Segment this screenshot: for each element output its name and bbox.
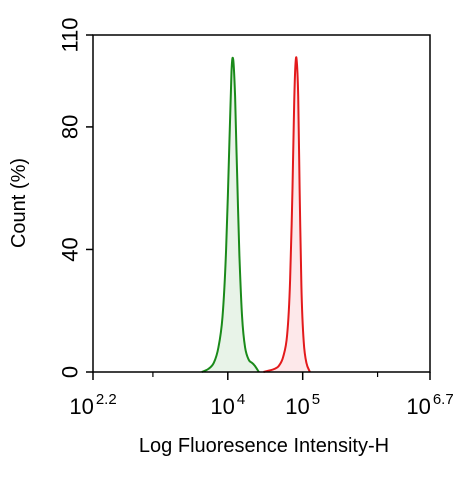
- x-tick-label: 10 5: [285, 391, 320, 419]
- x-tick-label: 10 6.7: [406, 391, 453, 419]
- series-1-area: [201, 57, 259, 372]
- series-1-line: [201, 56, 260, 373]
- x-tick-label: 10 4: [210, 391, 245, 419]
- y-tick-label: 80: [58, 115, 83, 139]
- y-tick-label: 110: [58, 17, 83, 52]
- x-tick-label: 10 2.2: [69, 391, 116, 419]
- series-2-line: [263, 56, 311, 373]
- axes-layer: 0 40 80 110 10 2.2 10 4 10 5 10 6.7: [58, 17, 454, 419]
- y-tick-label: 40: [58, 237, 83, 261]
- x-axis-label: Log Fluoresence Intensity-H: [139, 435, 389, 457]
- y-tick-label: 0: [58, 366, 83, 378]
- series-layer: [201, 56, 311, 373]
- plot-frame: [92, 34, 431, 373]
- y-axis-label: Count (%): [8, 158, 30, 248]
